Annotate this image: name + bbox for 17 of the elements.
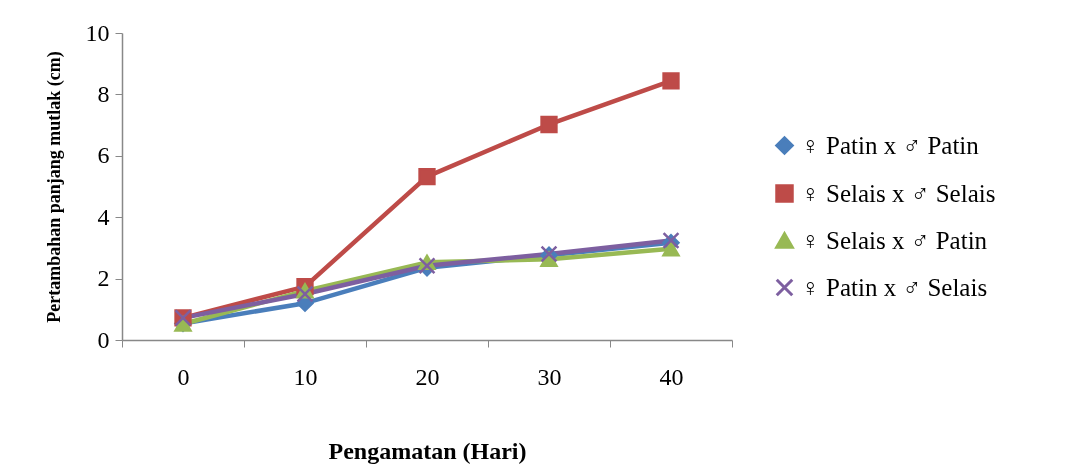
x-tick-label: 10 bbox=[293, 363, 318, 390]
y-tick-label: 6 bbox=[97, 142, 110, 169]
legend-label: ♀ Selais x ♂ Patin bbox=[801, 226, 988, 254]
y-tick-label: 8 bbox=[97, 80, 110, 107]
legend-label: ♀ Selais x ♂ Selais bbox=[801, 179, 996, 207]
y-tick-label: 2 bbox=[97, 265, 110, 292]
x-tick-label: 20 bbox=[415, 363, 440, 390]
x-tick-label: 30 bbox=[537, 363, 562, 390]
x-tick-label: 0 bbox=[177, 363, 190, 390]
legend-label: ♀ Patin x ♂ Selais bbox=[801, 273, 988, 301]
y-tick-label: 0 bbox=[97, 326, 110, 353]
y-tick-label: 4 bbox=[97, 203, 110, 230]
y-axis-title: Pertambahan panjang mutlak (cm) bbox=[43, 51, 65, 323]
legend-label: ♀ Patin x ♂ Patin bbox=[801, 131, 980, 159]
x-tick-label: 40 bbox=[659, 363, 684, 390]
x-axis-title: Pengamatan (Hari) bbox=[328, 437, 527, 464]
y-tick-label: 10 bbox=[85, 19, 110, 46]
